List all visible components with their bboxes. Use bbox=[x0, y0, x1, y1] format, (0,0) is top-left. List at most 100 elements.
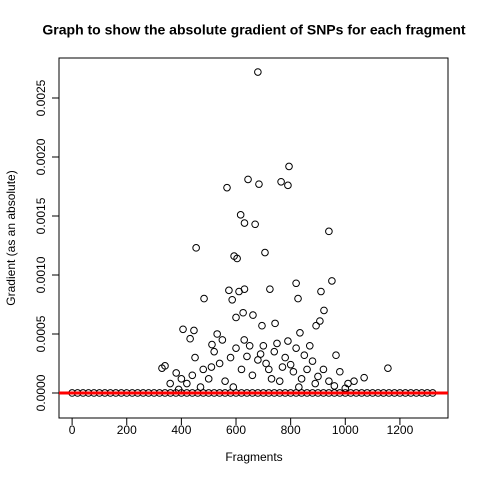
point bbox=[240, 219, 249, 227]
point bbox=[258, 321, 266, 330]
y-tick-label: 0.0010 bbox=[34, 256, 48, 293]
point bbox=[236, 211, 245, 219]
point bbox=[277, 177, 285, 186]
point bbox=[270, 347, 279, 356]
point bbox=[232, 344, 240, 352]
point bbox=[278, 363, 287, 371]
point bbox=[360, 373, 368, 382]
x-tick-label: 800 bbox=[281, 423, 301, 437]
point bbox=[314, 372, 322, 381]
point bbox=[297, 375, 306, 383]
x-tick-label: 1000 bbox=[332, 423, 359, 437]
point bbox=[312, 321, 320, 330]
y-tick-label: 0.0020 bbox=[34, 138, 48, 175]
point bbox=[319, 365, 328, 374]
point bbox=[300, 351, 309, 360]
x-tick-label: 0 bbox=[69, 423, 76, 437]
point bbox=[188, 371, 197, 380]
point bbox=[223, 183, 231, 192]
point bbox=[320, 306, 328, 315]
point bbox=[240, 336, 249, 344]
point bbox=[266, 285, 274, 293]
point bbox=[244, 175, 252, 184]
point bbox=[289, 367, 298, 376]
point bbox=[292, 279, 300, 288]
point bbox=[336, 367, 344, 376]
point bbox=[208, 340, 216, 349]
point bbox=[179, 325, 187, 334]
point bbox=[210, 347, 218, 356]
point bbox=[228, 295, 236, 304]
point bbox=[273, 339, 281, 348]
point bbox=[259, 341, 268, 350]
point bbox=[292, 344, 300, 352]
point bbox=[237, 365, 246, 374]
x-tick-label: 600 bbox=[226, 423, 246, 437]
y-tick-label: 0.0005 bbox=[34, 315, 48, 352]
x-axis-label: Fragments bbox=[225, 450, 282, 464]
point bbox=[296, 329, 304, 337]
point bbox=[275, 377, 284, 385]
x-tick-label: 200 bbox=[117, 423, 137, 437]
point bbox=[294, 294, 302, 303]
point bbox=[186, 334, 194, 343]
point bbox=[325, 377, 333, 385]
point bbox=[311, 379, 320, 388]
point bbox=[177, 375, 186, 383]
point bbox=[281, 353, 289, 362]
point bbox=[330, 382, 339, 390]
point bbox=[251, 220, 259, 229]
point bbox=[249, 311, 257, 319]
point bbox=[243, 352, 251, 361]
chart-title: Graph to show the absolute gradient of S… bbox=[42, 22, 466, 38]
point bbox=[229, 383, 238, 391]
x-tick-label: 1200 bbox=[387, 423, 414, 437]
point bbox=[166, 379, 174, 388]
point bbox=[262, 359, 270, 368]
point bbox=[303, 365, 311, 374]
point bbox=[261, 248, 269, 257]
point bbox=[225, 286, 233, 295]
y-tick-label: 0.0000 bbox=[34, 374, 48, 411]
point bbox=[161, 362, 169, 370]
x-tick-label: 400 bbox=[171, 423, 191, 437]
y-axis-label: Gradient (as an absolute) bbox=[4, 170, 18, 305]
point bbox=[325, 227, 333, 236]
y-tick-label: 0.0025 bbox=[34, 79, 48, 116]
point bbox=[308, 357, 317, 365]
point bbox=[172, 369, 180, 377]
point bbox=[284, 181, 292, 190]
point bbox=[200, 294, 208, 303]
point bbox=[285, 162, 293, 171]
point bbox=[232, 313, 240, 322]
point bbox=[207, 363, 216, 371]
point bbox=[305, 341, 314, 350]
y-tick-label: 0.0015 bbox=[34, 197, 48, 234]
point bbox=[254, 68, 262, 76]
point bbox=[316, 317, 324, 325]
point bbox=[295, 383, 303, 391]
point bbox=[384, 364, 392, 373]
point bbox=[196, 383, 205, 391]
point bbox=[221, 377, 229, 385]
point bbox=[213, 330, 221, 338]
point bbox=[248, 371, 257, 380]
point bbox=[284, 337, 292, 345]
point bbox=[226, 353, 235, 362]
point bbox=[233, 254, 241, 263]
point bbox=[204, 375, 213, 383]
point bbox=[215, 359, 224, 368]
point bbox=[256, 350, 265, 358]
point bbox=[190, 326, 198, 335]
point bbox=[218, 336, 227, 344]
point bbox=[183, 379, 191, 388]
point bbox=[191, 353, 199, 362]
point bbox=[245, 341, 254, 350]
point bbox=[235, 287, 243, 296]
point bbox=[267, 375, 276, 383]
point bbox=[317, 287, 325, 296]
point bbox=[199, 365, 208, 374]
point bbox=[255, 180, 263, 188]
